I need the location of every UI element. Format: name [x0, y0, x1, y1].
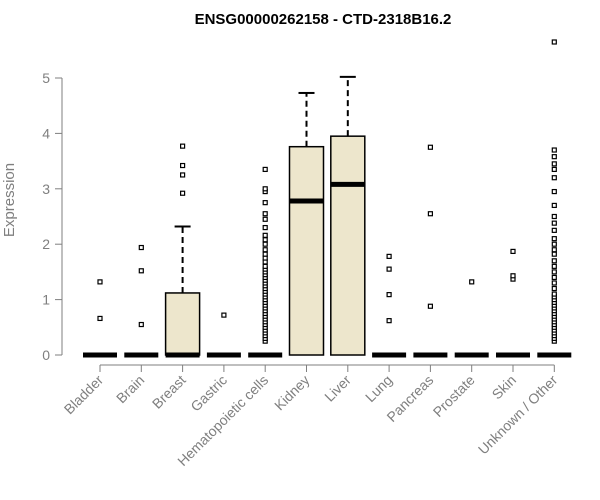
- y-tick-label: 1: [42, 292, 50, 308]
- outlier-point: [551, 213, 557, 220]
- x-tick-label: Liver: [321, 372, 354, 405]
- box-gastric: [206, 312, 241, 358]
- outlier-point: [262, 241, 268, 247]
- y-axis: 0 1 2 3 4 5: [42, 70, 63, 363]
- outlier-point: [427, 211, 433, 217]
- outlier-point: [551, 241, 557, 247]
- outlier-point: [551, 188, 557, 195]
- boxes-group: [83, 39, 572, 358]
- outlier-point: [469, 279, 475, 285]
- y-tick-label: 4: [42, 125, 50, 141]
- outlier-point: [386, 266, 392, 272]
- chart-title: ENSG00000262158 - CTD-2318B16.2: [195, 11, 452, 28]
- y-tick-label: 5: [42, 70, 50, 86]
- outlier-point: [221, 312, 227, 318]
- outlier-point: [386, 318, 392, 324]
- outlier-point: [551, 147, 557, 153]
- outlier-point: [180, 143, 186, 149]
- box-brain: [124, 244, 159, 358]
- outlier-point: [551, 227, 557, 233]
- outlier-point: [551, 280, 557, 286]
- outlier-point: [138, 321, 144, 328]
- outlier-point: [97, 279, 103, 285]
- x-tick-label: Lung: [362, 372, 395, 405]
- box-pancreas: [413, 144, 448, 358]
- outlier-point: [427, 303, 433, 309]
- outlier-point: [262, 237, 268, 243]
- outlier-point: [262, 247, 268, 253]
- outlier-point: [551, 263, 557, 269]
- outlier-point: [510, 248, 516, 255]
- y-tick-label: 2: [42, 236, 50, 252]
- x-tick-label: Kidney: [271, 372, 313, 414]
- outlier-point: [262, 224, 268, 231]
- x-tick-label: Brain: [113, 372, 147, 406]
- outlier-point: [386, 292, 392, 298]
- outlier-point: [551, 236, 557, 242]
- outlier-point: [262, 166, 268, 173]
- outlier-point: [551, 285, 557, 292]
- outlier-point: [262, 186, 268, 192]
- outlier-point: [510, 273, 516, 279]
- outlier-point: [262, 200, 268, 206]
- outlier-point: [180, 172, 186, 178]
- x-tick-label: Breast: [149, 372, 189, 412]
- outlier-point: [138, 244, 144, 251]
- x-tick-label: Bladder: [61, 372, 107, 418]
- outlier-point: [262, 216, 268, 222]
- box-liver: [330, 75, 366, 356]
- outlier-point: [180, 190, 186, 196]
- outlier-point: [551, 161, 557, 167]
- outlier-point: [551, 166, 557, 173]
- box-unknown-other: [537, 39, 572, 358]
- x-tick-label: Skin: [489, 372, 520, 403]
- box-prostate: [454, 279, 489, 358]
- outlier-point: [551, 251, 557, 257]
- outlier-point: [551, 291, 557, 297]
- box-lung: [372, 253, 407, 358]
- outlier-point: [551, 269, 557, 275]
- outlier-point: [262, 263, 268, 269]
- x-tick-label: Prostate: [430, 372, 478, 420]
- outlier-point: [97, 315, 103, 322]
- outlier-point: [551, 220, 557, 226]
- outlier-point: [551, 154, 557, 160]
- box-breast: [164, 143, 201, 358]
- outlier-point: [551, 39, 557, 45]
- outlier-point: [180, 162, 186, 169]
- box-skin: [496, 248, 530, 358]
- outlier-point: [427, 144, 433, 150]
- outlier-point: [551, 202, 557, 209]
- outlier-point: [551, 274, 557, 281]
- outlier-point: [138, 268, 144, 274]
- y-tick-label: 0: [42, 347, 50, 363]
- outlier-point: [551, 175, 557, 181]
- y-axis-label: Expression: [1, 163, 18, 237]
- box-kidney: [288, 91, 325, 356]
- outlier-point: [551, 258, 557, 264]
- box-rect: [288, 145, 325, 356]
- y-tick-label: 3: [42, 181, 50, 197]
- outlier-point: [551, 247, 557, 253]
- box-rect: [330, 135, 366, 356]
- outlier-point: [262, 232, 268, 238]
- outlier-point: [386, 253, 392, 259]
- box-bladder: [83, 279, 117, 358]
- outlier-point: [262, 211, 268, 217]
- box-hematopoietic-cells: [248, 166, 283, 358]
- outlier-point: [262, 251, 268, 257]
- box-rect: [164, 292, 201, 356]
